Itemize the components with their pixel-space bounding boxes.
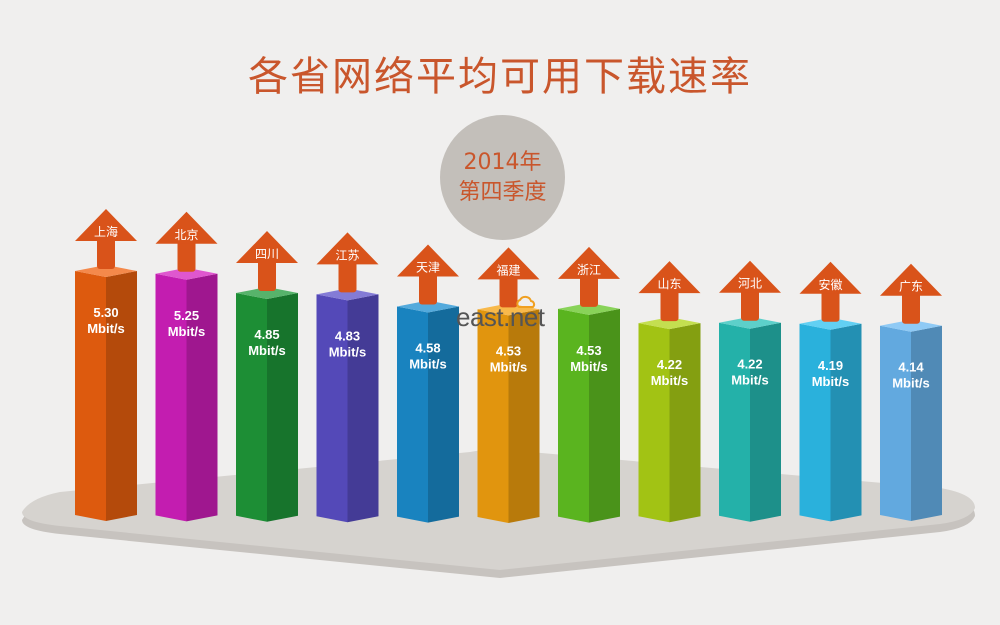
bar-category-label: 福建	[496, 262, 520, 277]
bar-unit-label: Mbit/s	[892, 376, 930, 391]
bar-category-label: 四川	[255, 247, 279, 261]
bar-category-label: 广东	[899, 280, 923, 294]
bar-value-label: 4.83	[335, 328, 360, 343]
bar-face-left	[155, 273, 187, 522]
bars-group: 5.30Mbit/s上海5.25Mbit/s北京4.85Mbit/s四川4.83…	[75, 209, 942, 523]
bar-category-label: 江苏	[335, 248, 359, 262]
bar-unit-label: Mbit/s	[731, 373, 769, 388]
bar-top	[880, 319, 942, 332]
arrow-up-icon	[880, 263, 942, 324]
arrow-up-icon	[638, 261, 701, 322]
bar-top	[799, 317, 862, 330]
bar-top	[719, 316, 781, 329]
arrow-up-icon	[719, 260, 781, 321]
period-year: 2014年	[463, 149, 542, 175]
bar-face-left	[75, 271, 106, 521]
bar-face-right	[106, 271, 137, 521]
bar-top	[397, 300, 459, 313]
arrow-up-icon	[236, 231, 298, 292]
bar-value-label: 4.22	[657, 357, 682, 372]
bar-unit-label: Mbit/s	[651, 373, 689, 388]
bar-category-label: 河北	[738, 277, 762, 291]
arrow-up-icon	[477, 247, 540, 308]
bar-unit-label: Mbit/s	[87, 321, 125, 336]
bar-unit-label: Mbit/s	[329, 344, 367, 359]
bar-face-left	[236, 293, 267, 522]
bar-top	[638, 317, 701, 330]
bar-top	[236, 287, 298, 300]
cloud-icon	[516, 295, 536, 308]
bar-value-label: 4.53	[496, 343, 521, 358]
bar-value-label: 4.85	[254, 327, 279, 342]
bar-category-label: 天津	[416, 261, 440, 275]
bar-face-right	[911, 325, 942, 521]
bar-value-label: 4.53	[576, 343, 601, 358]
bar-face-left	[799, 323, 831, 522]
bar-face-left	[880, 325, 911, 521]
bar-value-label: 4.22	[737, 357, 762, 372]
bar-unit-label: Mbit/s	[570, 359, 608, 374]
bar-face-right	[186, 273, 218, 522]
bar-value-label: 4.58	[415, 341, 440, 356]
chart-title: 各省网络平均可用下载速率	[248, 54, 752, 100]
bar-value-label: 5.30	[93, 305, 118, 320]
bar-value-label: 4.14	[898, 360, 924, 375]
period-badge: 2014年 第四季度	[440, 115, 565, 240]
bar-face-right	[267, 293, 298, 522]
bar-face-right	[347, 294, 379, 523]
bar-unit-label: Mbit/s	[409, 357, 447, 372]
arrow-up-icon	[75, 209, 137, 269]
bar-top	[155, 267, 218, 280]
bar-face-right	[750, 322, 781, 522]
bar-top	[316, 288, 379, 301]
bar-unit-label: Mbit/s	[248, 343, 286, 358]
bar-value-label: 5.25	[174, 308, 199, 323]
bar-face-left	[719, 322, 750, 522]
bar-value-label: 4.19	[818, 358, 843, 373]
bar-face-right	[830, 323, 862, 522]
bar-category-label: 浙江	[577, 263, 601, 277]
bar-face-right	[589, 308, 620, 523]
bar-category-label: 山东	[657, 277, 681, 291]
bar-category-label: 上海	[94, 224, 118, 239]
arrow-up-icon	[316, 232, 379, 293]
arrow-up-icon	[155, 211, 218, 272]
bar-unit-label: Mbit/s	[490, 359, 528, 374]
bar-face-left	[638, 323, 670, 523]
bar-face-right	[428, 306, 459, 523]
arrow-up-icon	[397, 244, 459, 305]
bar-category-label: 北京	[174, 228, 198, 242]
arrow-up-icon	[558, 246, 620, 307]
bar-face-left	[316, 294, 348, 523]
bar-face-right	[508, 309, 540, 523]
bar-top	[75, 265, 137, 277]
arrow-up-icon	[799, 261, 862, 322]
bar-unit-label: Mbit/s	[168, 324, 206, 339]
bar-face-left	[397, 306, 428, 523]
bar-face-left	[558, 308, 589, 523]
bar-unit-label: Mbit/s	[812, 374, 850, 389]
bar-category-label: 安徽	[818, 277, 842, 292]
bar-top	[558, 302, 620, 315]
bar-face-right	[669, 323, 701, 523]
period-quarter: 第四季度	[458, 179, 547, 205]
bar-face-left	[477, 309, 509, 523]
